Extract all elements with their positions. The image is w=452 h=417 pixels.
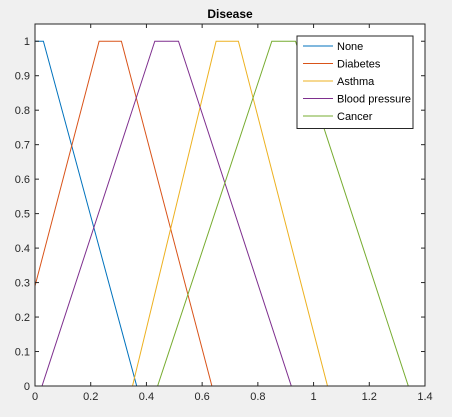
legend-label-asthma: Asthma xyxy=(337,76,375,88)
x-tick-label: 0 xyxy=(32,391,38,403)
y-tick-label: 0.4 xyxy=(15,243,30,255)
y-tick-label: 0.6 xyxy=(15,174,30,186)
plot-border xyxy=(34,23,426,387)
x-tick-label: 1.2 xyxy=(362,391,377,403)
y-tick-label: 0.1 xyxy=(15,347,30,359)
y-tick-label: 1 xyxy=(24,36,30,48)
x-tick-label: 1.4 xyxy=(417,391,432,403)
legend-label-none: None xyxy=(337,41,363,53)
legend-box xyxy=(296,35,414,129)
x-tick-label: 0.2 xyxy=(83,391,98,403)
y-axis: 0 0.1 0.2 0.3 0.4 0.5 0.6 0.7 0.8 0.9 1 xyxy=(15,36,425,393)
x-tick-label: 1 xyxy=(311,391,317,403)
y-tick-label: 0 xyxy=(24,381,30,393)
y-tick-label: 0.9 xyxy=(15,71,30,83)
y-tick-label: 0.2 xyxy=(15,312,30,324)
x-tick-label: 0.8 xyxy=(250,391,265,403)
chart-title: Disease xyxy=(207,7,253,21)
legend-label-cancer: Cancer xyxy=(337,111,373,123)
x-tick-label: 0.6 xyxy=(194,391,209,403)
legend-label-blood-pressure: Blood pressure xyxy=(337,94,411,106)
y-tick-label: 0.7 xyxy=(15,140,30,152)
legend-label-diabetes: Diabetes xyxy=(337,59,381,71)
x-axis: 0 0.2 0.4 0.6 0.8 1 1.2 1.4 xyxy=(32,24,433,403)
y-tick-label: 0.5 xyxy=(15,209,30,221)
y-tick-label: 0.3 xyxy=(15,278,30,290)
legend: None Diabetes Asthma Blood pressure Cancer xyxy=(296,35,414,129)
y-tick-label: 0.8 xyxy=(15,105,30,117)
x-tick-label: 0.4 xyxy=(139,391,154,403)
